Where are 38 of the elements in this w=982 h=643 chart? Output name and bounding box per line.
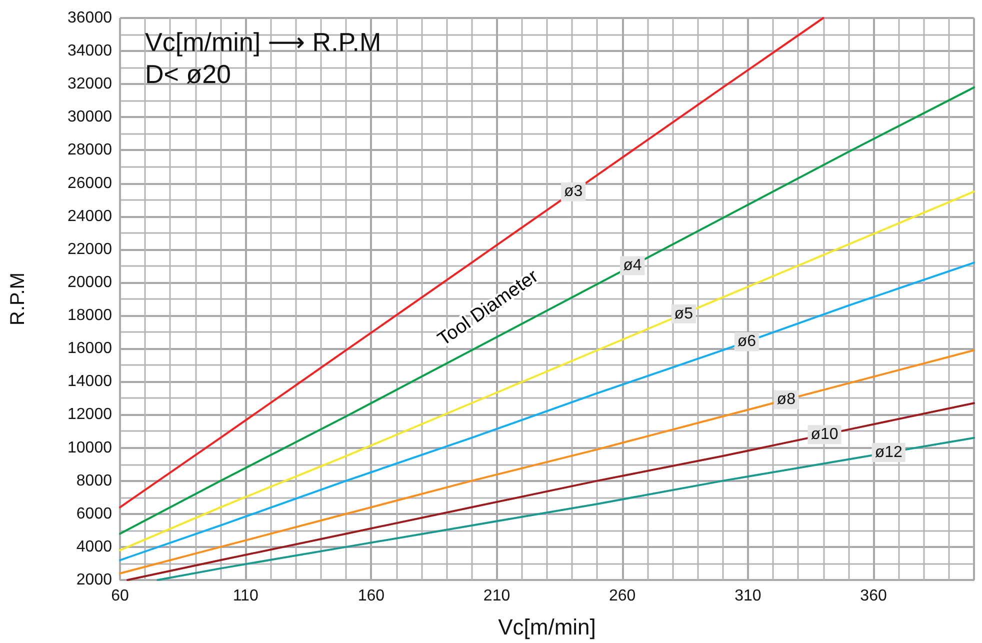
text: D< ø20 <box>145 59 231 89</box>
y-tick-label: 2000 <box>76 572 112 588</box>
x-tick-label: 160 <box>358 588 385 604</box>
chart-title: Vc[m/min] ⟶ R.P.M <box>145 27 382 57</box>
y-tick-label: 20000 <box>68 274 112 291</box>
y-tick-label: 34000 <box>68 42 112 60</box>
line-series <box>119 349 975 574</box>
y-tick-label: 24000 <box>68 208 112 225</box>
y-tick-label: 26000 <box>68 174 112 192</box>
y-tick-label: 32000 <box>68 76 112 93</box>
y-tick-label: 12000 <box>68 406 112 424</box>
y-tick-label: 6000 <box>76 505 112 522</box>
x-axis-title: Vc[m/min] <box>498 614 596 640</box>
x-tick-label: 260 <box>609 588 636 604</box>
y-tick-label: 8000 <box>76 472 112 490</box>
series-label: ø8 <box>776 391 796 408</box>
y-tick-label: 36000 <box>68 10 112 26</box>
y-tick-label: 18000 <box>68 307 112 324</box>
y-tick-label: 16000 <box>68 340 112 358</box>
y-axis-title: R.P.M <box>7 272 29 326</box>
series-label: ø12 <box>874 444 902 461</box>
x-tick-label: 210 <box>483 588 510 604</box>
y-tick-label: 30000 <box>68 108 112 126</box>
x-tick-label: 60 <box>111 588 129 604</box>
series-label: ø10 <box>810 426 838 444</box>
x-tick-label: 110 <box>232 588 258 604</box>
y-tick-label: 10000 <box>68 439 112 456</box>
series-label: ø6 <box>737 333 756 350</box>
y-tick-label: 4000 <box>76 538 112 556</box>
series-label: ø5 <box>674 305 694 322</box>
line-series <box>119 86 975 535</box>
y-tick-label: 28000 <box>68 142 112 159</box>
series-label: ø4 <box>623 257 642 274</box>
series-label: ø3 <box>564 183 583 200</box>
y-tick-label: 22000 <box>68 240 112 258</box>
y-tick-label: 14000 <box>68 373 112 390</box>
x-tick-label: 360 <box>860 588 887 604</box>
x-tick-label: 310 <box>734 588 762 604</box>
